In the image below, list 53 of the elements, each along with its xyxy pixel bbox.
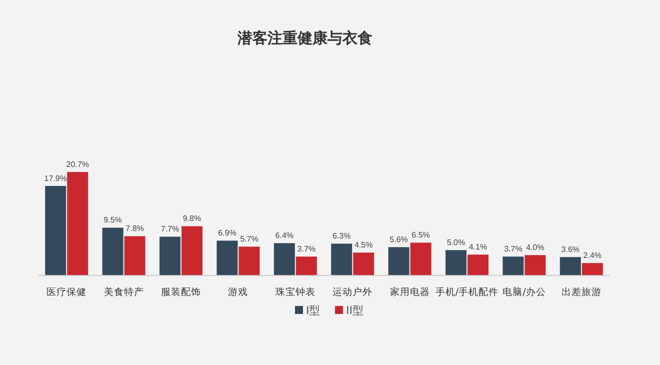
bar: [468, 254, 488, 275]
bar: [560, 257, 581, 275]
data-label: 4.0%: [526, 243, 544, 252]
data-label: 5.7%: [240, 234, 258, 244]
data-label: 17.9%: [44, 174, 67, 183]
legend-label: I型: [306, 304, 320, 317]
bar: [524, 255, 546, 275]
bar: [582, 263, 603, 275]
bar: [238, 246, 260, 275]
bar: [274, 243, 295, 275]
bar: [296, 256, 317, 275]
bar: [353, 252, 374, 275]
data-label: 9.8%: [182, 214, 202, 224]
bar: [502, 256, 524, 275]
bar: [45, 186, 66, 275]
data-label: 20.7%: [66, 160, 89, 169]
bar: [124, 236, 146, 275]
bar: [331, 244, 352, 275]
x-tick-label: 珠宝钟表: [275, 286, 316, 298]
x-tick-label: 手机/手机配件: [435, 286, 499, 298]
chart-title: 潜客注重健康与衣食: [236, 29, 372, 47]
bar: [160, 236, 180, 275]
data-label: 3.7%: [504, 244, 522, 254]
bar: [102, 228, 124, 275]
data-label: 5.6%: [390, 235, 408, 244]
x-tick-label: 运动户外: [332, 286, 373, 298]
data-label: 9.5%: [104, 216, 122, 225]
data-label: 6.4%: [275, 231, 294, 240]
bar: [182, 226, 202, 275]
data-label: 6.9%: [218, 228, 236, 238]
x-tick-label: 电脑/办公: [502, 286, 546, 298]
x-tick-label: 美食特产: [104, 286, 144, 298]
x-tick-label: 家用电器: [390, 286, 430, 298]
data-label: 6.3%: [332, 232, 351, 241]
data-label: 7.8%: [126, 224, 144, 234]
data-label: 4.5%: [354, 240, 373, 250]
x-tick-label: 游戏: [228, 286, 248, 298]
data-label: 5.0%: [446, 238, 466, 248]
legend-label: II型: [346, 304, 364, 317]
data-label: 3.6%: [561, 245, 580, 254]
bar: [410, 242, 432, 275]
bar: [216, 240, 238, 275]
data-label: 2.4%: [583, 251, 602, 260]
bar: [446, 250, 466, 275]
x-tick-label: 服装配饰: [161, 286, 201, 298]
data-label: 4.1%: [468, 242, 488, 252]
bar: [388, 247, 410, 275]
data-label: 3.7%: [297, 244, 316, 254]
x-tick-label: 出差旅游: [561, 286, 602, 298]
bar: [67, 172, 88, 275]
data-label: 6.5%: [412, 230, 430, 240]
x-tick-label: 医疗保健: [46, 286, 87, 298]
data-label: 7.7%: [160, 224, 180, 234]
